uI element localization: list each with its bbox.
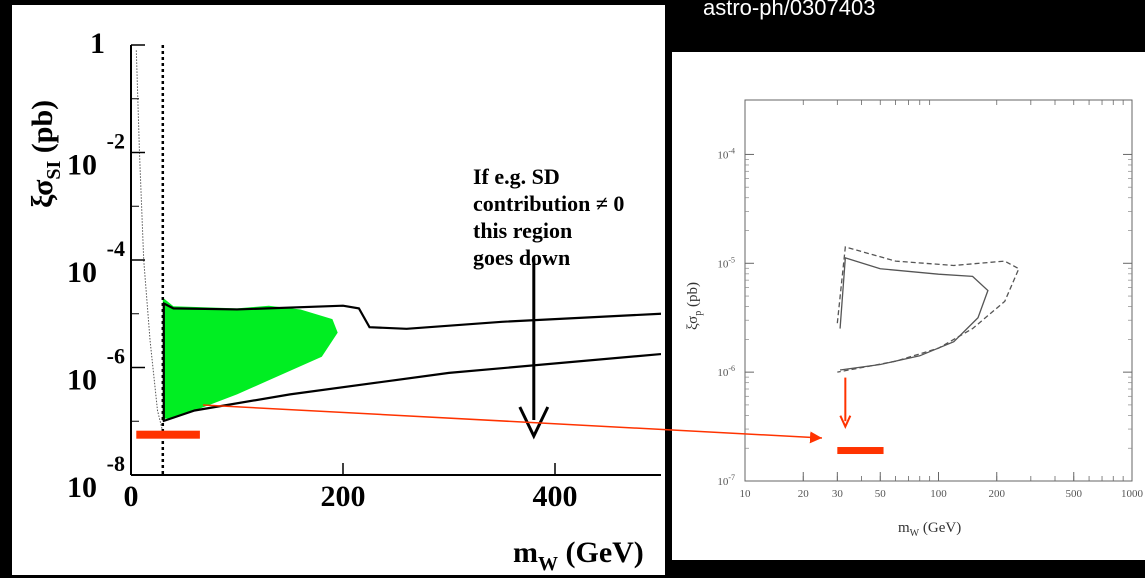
left-tick-labels: 0 200 400 1 10 -2 10 -4 10 -6 10 -8 <box>67 27 578 513</box>
annotation-line: If e.g. SD <box>473 164 560 189</box>
red-down-arrow-head <box>839 415 852 429</box>
x-tick-label: 100 <box>930 488 947 500</box>
y-tick-exponent: -8 <box>107 451 125 476</box>
left-chart-panel <box>12 5 665 575</box>
right-y-axis-label: ξσp (pb) <box>685 282 704 330</box>
y-tick-label: 10-7 <box>717 473 735 488</box>
annotation-line: this region <box>473 218 572 243</box>
annotation-arrow-head <box>518 406 550 440</box>
y-tick-label: 10 <box>67 149 97 182</box>
x-tick-label: 400 <box>533 480 578 513</box>
x-tick-label: 200 <box>321 480 366 513</box>
right-x-axis-label: mW (GeV) <box>898 520 961 539</box>
y-tick-exponent: -2 <box>107 129 125 154</box>
annotation-line: goes down <box>473 245 570 270</box>
x-axis-label: mW (GeV) <box>513 536 644 575</box>
y-tick-label: 10 <box>67 364 97 397</box>
dashed-contour <box>836 246 1020 373</box>
contour-lower-curve <box>162 352 661 423</box>
contour-upper-curve <box>162 302 661 330</box>
red-bar-right <box>837 447 884 455</box>
x-tick-label: 1000 <box>1121 488 1144 500</box>
x-tick-label: 500 <box>1066 488 1083 500</box>
y-tick-exponent: -4 <box>107 236 125 261</box>
red-connector-arrow <box>202 404 823 444</box>
y-tick-label: 10-4 <box>717 146 735 161</box>
y-tick-label: 10 <box>67 256 97 289</box>
solid-contour <box>839 256 989 371</box>
y-tick-label: 10 <box>67 471 97 504</box>
x-tick-label: 200 <box>988 488 1005 500</box>
dotted-exclusion-curve <box>135 50 164 433</box>
x-tick-label: 0 <box>124 480 139 513</box>
x-tick-label: 30 <box>832 488 844 500</box>
right-chart-panel <box>672 52 1145 560</box>
y-tick-label: 10-5 <box>717 255 735 270</box>
x-tick-label: 20 <box>798 488 810 500</box>
annotation-line: contribution ≠ 0 <box>473 191 624 216</box>
y-tick-exponent: -6 <box>107 344 125 369</box>
y-tick-label: 1 <box>90 27 105 60</box>
y-axis-label: ξσSI (pb) <box>26 100 65 208</box>
x-tick-label: 50 <box>875 488 887 500</box>
green-allowed-region <box>162 297 338 419</box>
red-bar-left <box>136 430 200 439</box>
y-tick-label: 10-6 <box>717 364 735 379</box>
x-tick-label: 10 <box>740 488 752 500</box>
reference-label: astro-ph/0307403 <box>703 0 876 20</box>
